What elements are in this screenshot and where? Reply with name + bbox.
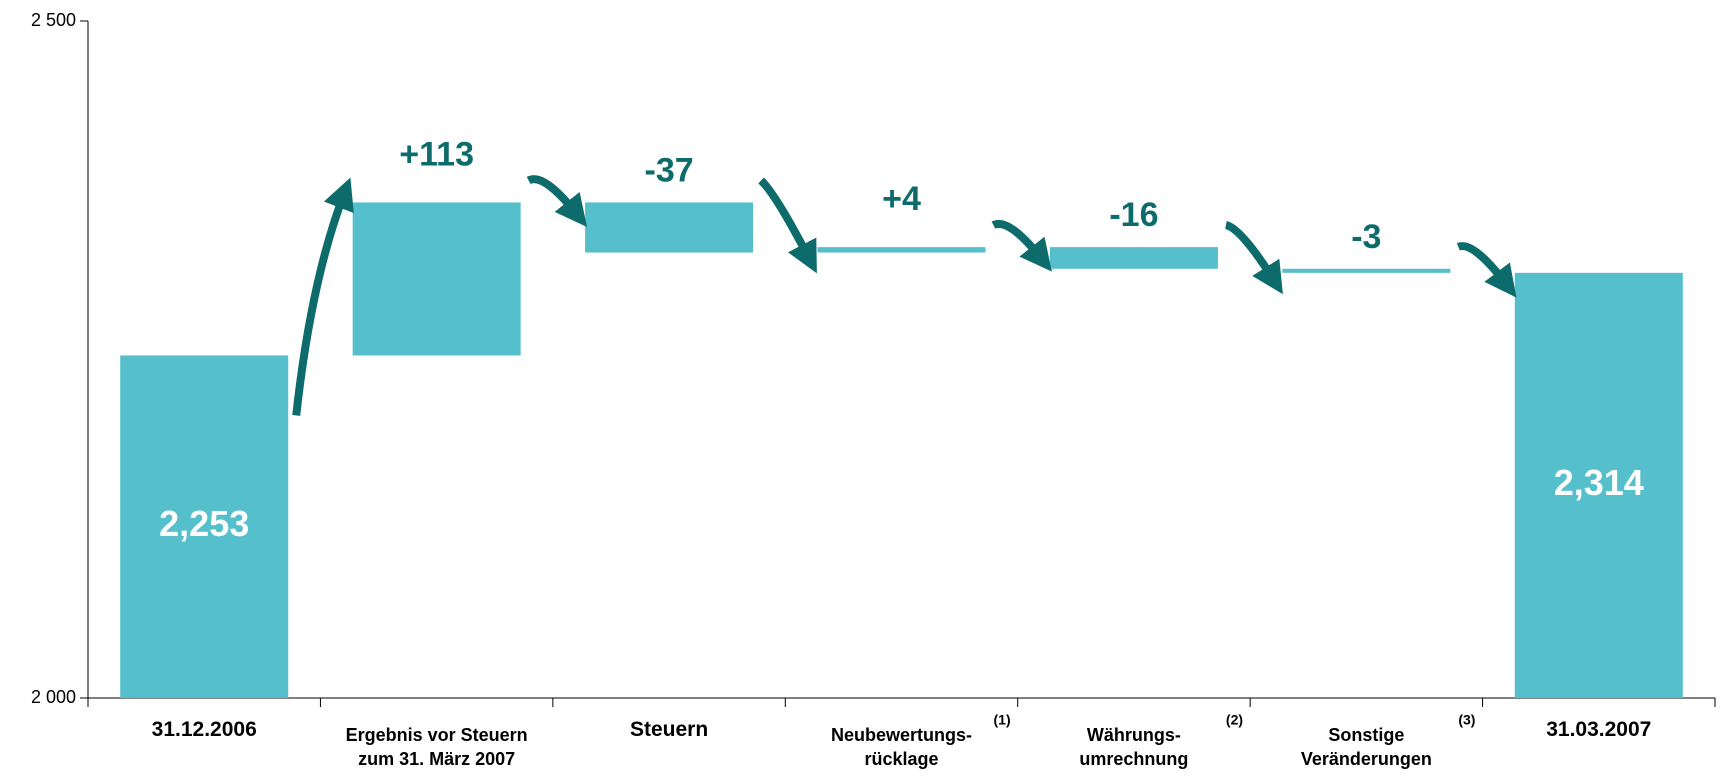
bar [1049,247,1218,269]
flow-arrow [526,175,588,227]
bar [585,202,754,253]
footnote: (2) [1226,712,1243,728]
value-label: 2,314 [1554,462,1644,503]
flow-arrow [1456,242,1517,298]
bar [352,202,521,356]
value-label: -16 [1109,196,1158,234]
footnote: (3) [1458,712,1475,728]
bar [1282,268,1451,273]
value-label: +113 [399,135,474,173]
x-tick-label: Währungs- umrechnung [1079,725,1189,769]
flow-arrow [991,219,1052,272]
flow-arrow [758,177,817,274]
bar [817,247,986,253]
bar [120,355,289,698]
value-label: +4 [882,180,921,218]
value-label: -37 [645,151,694,189]
y-tick-label: 2 500 [31,10,76,30]
x-tick-label: 31.12.2006 [151,718,257,741]
flow-arrow [1224,221,1283,295]
footnote: (1) [994,712,1011,728]
y-tick-label: 2 000 [31,687,76,707]
value-label: 2,253 [159,503,249,544]
x-tick-label: Ergebnis vor Steuern zum 31. März 2007 [345,725,528,769]
x-tick-label: Neubewertungs- rücklage [830,725,972,769]
x-tick-label: Sonstige Veränderungen [1300,725,1432,769]
x-tick-label: 31.03.2007 [1546,718,1652,741]
value-label: -3 [1351,218,1381,256]
bar [1514,272,1683,698]
x-tick-label: Steuern [629,718,709,741]
flow-arrow [292,177,354,416]
